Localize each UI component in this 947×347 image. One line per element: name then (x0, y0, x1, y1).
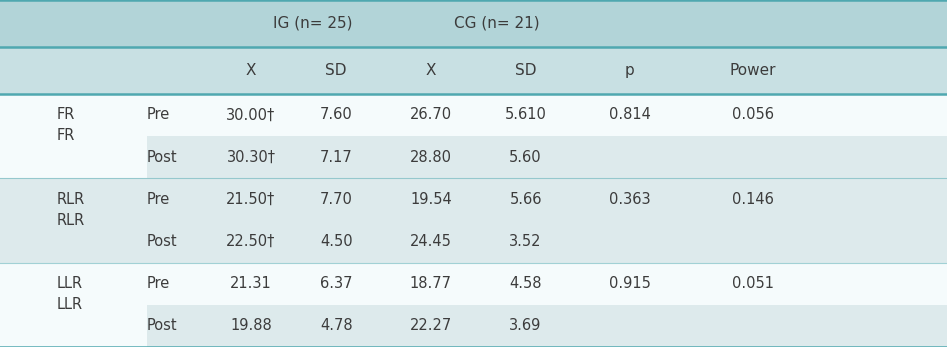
Text: 4.58: 4.58 (509, 276, 542, 291)
Text: 4.50: 4.50 (320, 234, 352, 249)
Text: 0.915: 0.915 (609, 276, 651, 291)
Text: X: X (425, 63, 437, 78)
Text: 30.00†: 30.00† (226, 107, 276, 122)
Text: 0.814: 0.814 (609, 107, 651, 122)
Text: 7.17: 7.17 (320, 150, 352, 164)
Text: IG (n= 25): IG (n= 25) (273, 16, 352, 31)
Text: RLR: RLR (57, 192, 85, 207)
Text: 19.54: 19.54 (410, 192, 452, 207)
Text: X: X (245, 63, 257, 78)
Text: 5.66: 5.66 (509, 192, 542, 207)
Text: 7.70: 7.70 (320, 192, 352, 207)
Text: 3.69: 3.69 (509, 319, 542, 333)
Text: CG (n= 21): CG (n= 21) (455, 16, 540, 31)
Text: 22.50†: 22.50† (226, 234, 276, 249)
Text: 4.78: 4.78 (320, 319, 352, 333)
Bar (0, 220, 147, 263)
Text: 21.31: 21.31 (230, 276, 272, 291)
Text: RLR: RLR (57, 213, 85, 228)
Text: Power: Power (729, 63, 777, 78)
Text: 19.88: 19.88 (230, 319, 272, 333)
Text: Pre: Pre (147, 192, 170, 207)
Bar (0, 263, 947, 305)
Bar (0, 178, 947, 220)
Text: 6.37: 6.37 (320, 276, 352, 291)
Text: 21.50†: 21.50† (226, 192, 276, 207)
Text: 3.52: 3.52 (509, 234, 542, 249)
Text: 18.77: 18.77 (410, 276, 452, 291)
Text: 24.45: 24.45 (410, 234, 452, 249)
Text: Post: Post (147, 150, 177, 164)
Text: p: p (625, 63, 634, 78)
Text: Post: Post (147, 234, 177, 249)
Text: 28.80: 28.80 (410, 150, 452, 164)
Text: 0.051: 0.051 (732, 276, 774, 291)
Text: LLR: LLR (57, 297, 83, 312)
Text: 0.363: 0.363 (609, 192, 651, 207)
Bar (0, 305, 947, 347)
Text: 0.056: 0.056 (732, 107, 774, 122)
Text: 0.146: 0.146 (732, 192, 774, 207)
Text: Pre: Pre (147, 276, 170, 291)
Bar (0, 136, 947, 178)
Text: 5.60: 5.60 (509, 150, 542, 164)
Text: 26.70: 26.70 (410, 107, 452, 122)
Text: LLR: LLR (57, 276, 83, 291)
Text: SD: SD (515, 63, 536, 78)
Text: 22.27: 22.27 (410, 319, 452, 333)
Text: Post: Post (147, 319, 177, 333)
Text: 5.610: 5.610 (505, 107, 546, 122)
Bar (0, 47, 947, 94)
Text: 7.60: 7.60 (320, 107, 352, 122)
Bar (0, 94, 147, 136)
Text: FR: FR (57, 107, 75, 122)
Bar (0, 305, 147, 347)
Text: Pre: Pre (147, 107, 170, 122)
Text: 30.30†: 30.30† (226, 150, 276, 164)
Text: FR: FR (57, 128, 75, 143)
Bar (0, 178, 147, 220)
Bar (0, 263, 147, 305)
Bar (0, 136, 147, 178)
Bar (0, 94, 947, 136)
Text: SD: SD (326, 63, 347, 78)
Bar (0, 0, 947, 47)
Bar (0, 220, 947, 263)
